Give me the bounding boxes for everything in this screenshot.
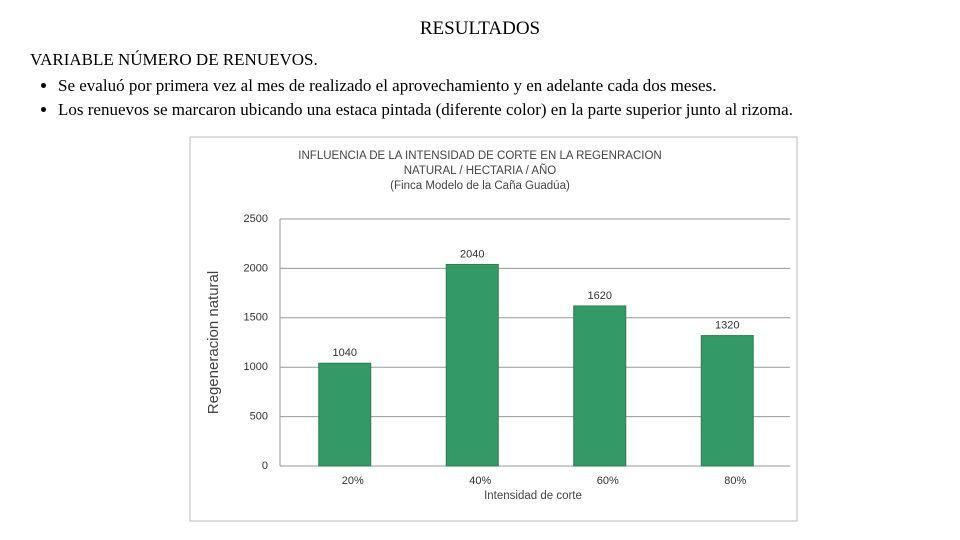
data-label: 1620 bbox=[588, 290, 612, 302]
x-tick-label: 80% bbox=[724, 475, 746, 487]
data-label: 1040 bbox=[333, 347, 357, 359]
bar bbox=[445, 263, 499, 467]
chart-title: NATURAL / HECTARIA / AÑO bbox=[404, 164, 557, 177]
slide-title: RESULTADOS bbox=[419, 18, 541, 39]
bar bbox=[700, 335, 754, 467]
bullet-list: Se evaluó por primera vez al mes de real… bbox=[30, 74, 928, 122]
y-tick-label: 0 bbox=[262, 460, 268, 472]
bullet: Los renuevos se marcaron ubicando una es… bbox=[58, 98, 928, 122]
x-tick-label: 40% bbox=[469, 475, 491, 487]
x-tick-label: 60% bbox=[597, 475, 619, 487]
chart-subtitle: (Finca Modelo de la Caña Guadúa) bbox=[390, 180, 570, 192]
slide-subtitle: VARIABLE NÚMERO DE RENUEVOS. bbox=[30, 50, 318, 69]
data-label: 1320 bbox=[715, 319, 739, 331]
x-tick-label: 20% bbox=[342, 475, 364, 487]
data-label: 2040 bbox=[460, 248, 484, 260]
bar bbox=[318, 362, 372, 467]
y-tick-label: 1500 bbox=[244, 312, 268, 324]
y-tick-label: 2500 bbox=[244, 213, 268, 225]
y-tick-label: 500 bbox=[250, 411, 268, 423]
y-tick-label: 2000 bbox=[244, 262, 268, 274]
y-axis-title: Regeneracion natural bbox=[205, 271, 222, 414]
y-tick-label: 1000 bbox=[244, 361, 268, 373]
x-axis-title: Intensidad de corte bbox=[484, 490, 582, 502]
chart-title: INFLUENCIA DE LA INTENSIDAD DE CORTE EN … bbox=[298, 150, 661, 162]
bullet: Se evaluó por primera vez al mes de real… bbox=[58, 74, 928, 98]
bar bbox=[573, 305, 627, 467]
